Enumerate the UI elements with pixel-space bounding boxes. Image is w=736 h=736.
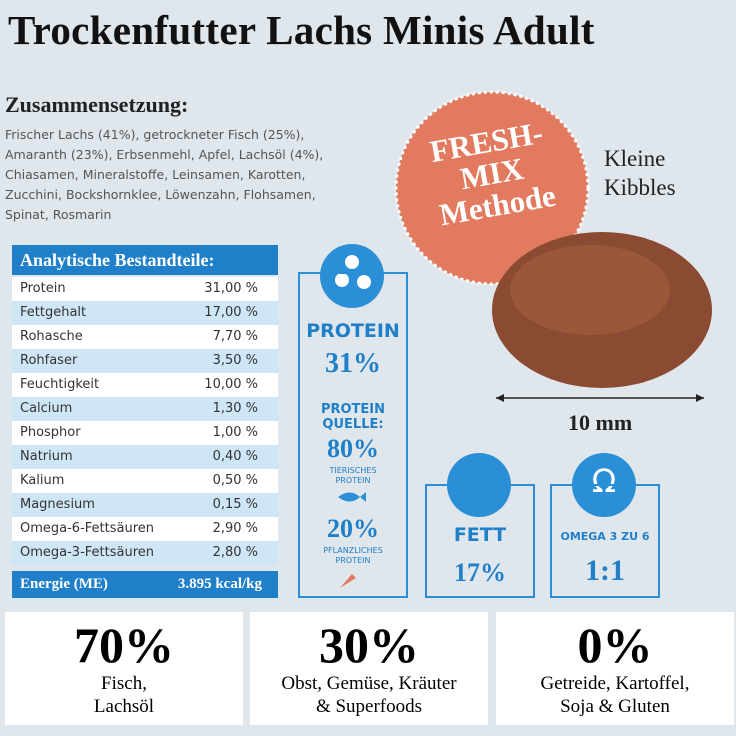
omega-value: 1:1	[585, 554, 625, 587]
table-row: Natrium 0,40 %	[12, 445, 278, 469]
nutrient-name: Phosphor	[20, 425, 81, 440]
table-row: Calcium 1,30 %	[12, 397, 278, 421]
claim-value: 30%	[319, 617, 419, 673]
nutrient-name: Protein	[20, 281, 66, 296]
nutrient-value: 0,40 %	[212, 449, 258, 464]
nutrient-value: 0,15 %	[212, 497, 258, 512]
nutrient-name: Omega-6-Fettsäuren	[20, 521, 154, 536]
kibble-label-line: Kibbles	[604, 175, 676, 200]
fish-icon	[338, 492, 366, 502]
text: Soja & Gluten	[560, 696, 670, 717]
protein-title: PROTEIN	[306, 320, 400, 342]
composition-heading: Zusammensetzung:	[5, 92, 189, 117]
badge-circle	[394, 90, 590, 286]
nutrient-name: Rohasche	[20, 329, 83, 344]
nutrient-value: 2,90 %	[212, 521, 258, 536]
composition-line: Frischer Lachs (41%), getrockneter Fisch…	[5, 127, 305, 142]
table-row: Omega-3-Fettsäuren 2,80 %	[12, 541, 278, 565]
fat-card: FETT 17%	[425, 484, 535, 598]
text: Lachsöl	[93, 696, 155, 717]
text: Fisch,	[101, 673, 147, 694]
nutrient-value: 10,00 %	[204, 377, 258, 392]
composition-line: Chiasamen, Mineralstoffe, Leinsamen, Kar…	[5, 167, 306, 182]
plant-value: 20%	[327, 514, 379, 543]
nutrient-value: 1,30 %	[212, 401, 258, 416]
nutrient-value: 0,50 %	[212, 473, 258, 488]
nutrient-name: Calcium	[20, 401, 73, 416]
nutrient-name: Omega-3-Fettsäuren	[20, 545, 154, 560]
energy-label: Energie (ME)	[20, 576, 108, 592]
composition-line: Zucchini, Bockshornklee, Löwenzahn, Floh…	[5, 187, 316, 202]
animal-label: TIERISCHES PROTEIN	[300, 466, 406, 486]
omega-symbol: Ω	[591, 462, 617, 500]
text: PROTEIN	[320, 402, 386, 417]
nutrient-value: 7,70 %	[212, 329, 258, 344]
claim-text: Getreide, Kartoffel, Soja & Gluten	[496, 672, 734, 718]
kibble-label: Kleine Kibbles	[604, 144, 676, 202]
table-row: Phosphor 1,00 %	[12, 421, 278, 445]
kibble-size: 10 mm	[568, 410, 633, 435]
fat-value: 17%	[454, 558, 506, 587]
table-footer: Energie (ME) 3.895 kcal/kg	[12, 571, 278, 598]
kibble-label-line: Kleine	[604, 146, 666, 171]
text: TIERISCHES	[329, 466, 377, 475]
text: PFLANZLICHES	[323, 546, 383, 555]
table-row: Rohasche 7,70 %	[12, 325, 278, 349]
omega-title: OMEGA 3 ZU 6	[560, 530, 650, 543]
table-row: Fettgehalt 17,00 %	[12, 301, 278, 325]
nutrient-value: 2,80 %	[212, 545, 258, 560]
claim-box: 30% Obst, Gemüse, Kräuter & Superfoods	[250, 612, 488, 725]
nutrient-value: 1,00 %	[212, 425, 258, 440]
table-row: Omega-6-Fettsäuren 2,90 %	[12, 517, 278, 541]
plant-label: PFLANZLICHES PROTEIN	[300, 546, 406, 566]
table-row: Rohfaser 3,50 %	[12, 349, 278, 373]
nutrient-value: 3,50 %	[212, 353, 258, 368]
nutrient-name: Feuchtigkeit	[20, 377, 100, 392]
kibble-texture	[510, 245, 670, 335]
protein-icon	[320, 244, 384, 308]
table-row: Kalium 0,50 %	[12, 469, 278, 493]
energy-value: 3.895 kcal/kg	[177, 576, 262, 592]
claim-text: Obst, Gemüse, Kräuter & Superfoods	[250, 672, 488, 718]
text: Getreide, Kartoffel,	[540, 673, 690, 694]
title: Trockenfutter Lachs Minis Adult	[8, 7, 595, 53]
claim-box: 70% Fisch, Lachsöl	[5, 612, 243, 725]
protein-card: PROTEIN 31% PROTEIN QUELLE: 80% TIERISCHE…	[298, 272, 408, 598]
protein-value: 31%	[325, 348, 381, 379]
icon-dot	[335, 273, 349, 287]
claim-box: 0% Getreide, Kartoffel, Soja & Gluten	[496, 612, 734, 725]
table-header: Analytische Bestandteile:	[12, 245, 278, 275]
text: PROTEIN	[335, 556, 371, 565]
text: & Superfoods	[315, 696, 423, 717]
nutrient-name: Magnesium	[20, 497, 95, 512]
protein-source: PROTEIN QUELLE:	[300, 402, 406, 432]
nutrient-name: Rohfaser	[20, 353, 78, 368]
carrot-icon	[340, 574, 356, 588]
animal-value: 80%	[327, 434, 379, 463]
nutrient-name: Kalium	[20, 473, 65, 488]
table-row: Magnesium 0,15 %	[12, 493, 278, 517]
text: PROTEIN	[335, 476, 371, 485]
fat-title: FETT	[453, 524, 507, 546]
omega-card: OMEGA 3 ZU 6 1:1	[550, 484, 660, 598]
nutrient-name: Natrium	[20, 449, 73, 464]
text: QUELLE:	[322, 417, 384, 432]
composition-line: Spinat, Rosmarin	[5, 207, 112, 222]
composition-line: Amaranth (23%), Erbsenmehl, Apfel, Lachs…	[5, 147, 324, 162]
nutrient-name: Fettgehalt	[20, 305, 87, 320]
claim-value: 70%	[74, 617, 174, 673]
claim-text: Fisch, Lachsöl	[5, 672, 243, 718]
icon-dot	[345, 255, 359, 269]
text: Obst, Gemüse, Kräuter	[281, 673, 457, 694]
table-row: Feuchtigkeit 10,00 %	[12, 373, 278, 397]
nutrient-value: 31,00 %	[204, 281, 258, 296]
claim-value: 0%	[577, 617, 653, 673]
icon-dot	[357, 275, 371, 289]
nutrient-value: 17,00 %	[204, 305, 258, 320]
table-row: Protein 31,00 %	[12, 277, 278, 301]
